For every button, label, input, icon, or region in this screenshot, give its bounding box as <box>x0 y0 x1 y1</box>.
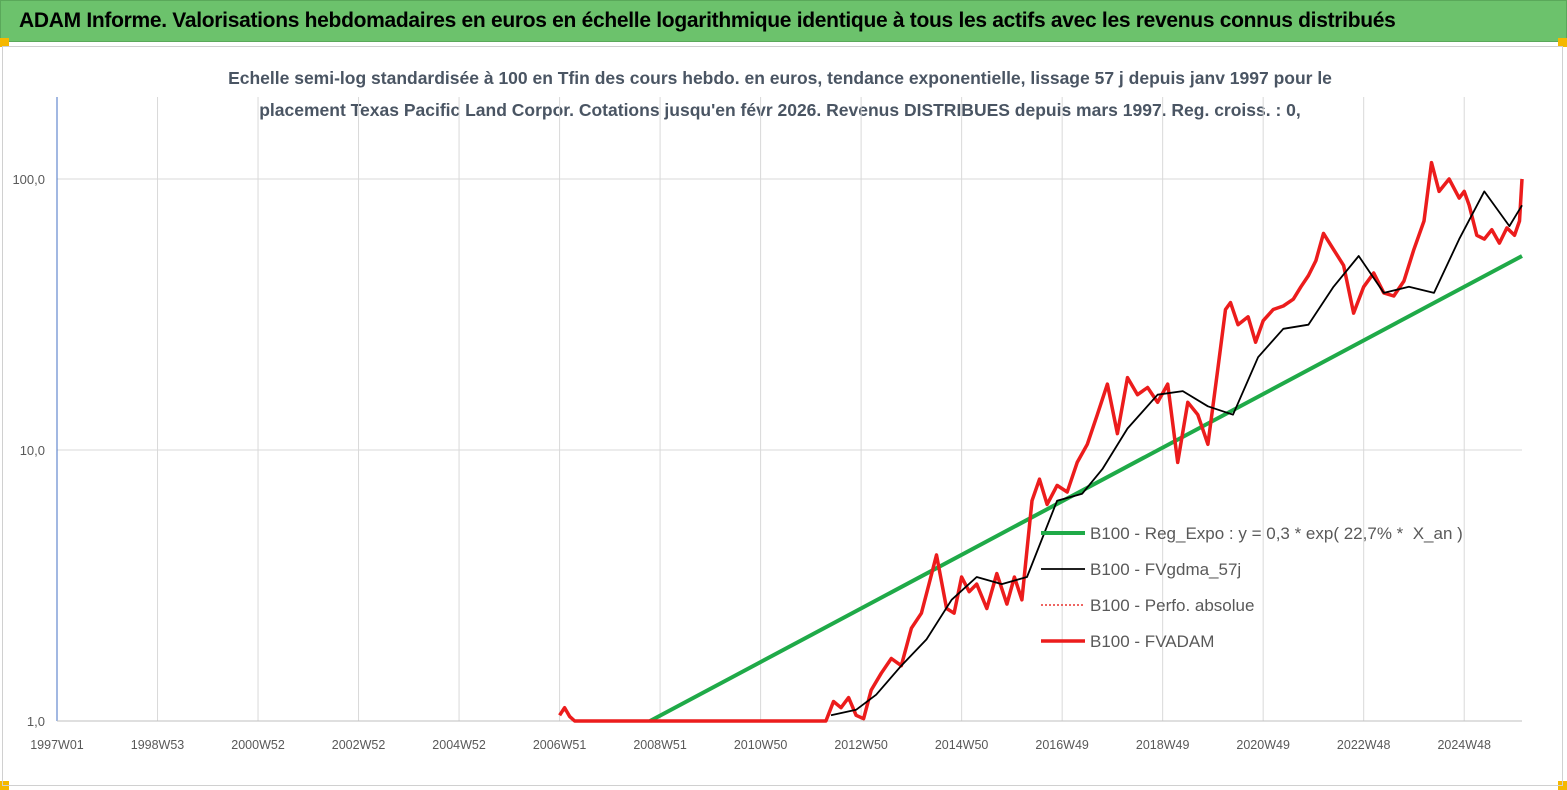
x-tick-label: 1998W53 <box>131 738 185 752</box>
x-tick-label: 2006W51 <box>533 738 587 752</box>
x-tick-label: 2002W52 <box>332 738 386 752</box>
legend-label-2: B100 - Perfo. absolue <box>1090 596 1254 615</box>
report-title: ADAM Informe. Valorisations hebdomadaire… <box>19 9 1396 32</box>
legend-label-3: B100 - FVADAM <box>1090 632 1214 651</box>
legend: B100 - Reg_Expo : y = 0,3 * exp( 22,7% *… <box>1041 524 1463 651</box>
x-tick-label: 2008W51 <box>633 738 687 752</box>
y-tick-label: 100,0 <box>12 172 45 187</box>
x-tick-label: 2020W49 <box>1236 738 1290 752</box>
series-lines <box>558 160 1524 723</box>
x-tick-label: 1997W01 <box>30 738 84 752</box>
gridlines <box>56 97 1522 722</box>
x-tick-label: 2000W52 <box>231 738 285 752</box>
report-title-banner: ADAM Informe. Valorisations hebdomadaire… <box>0 0 1567 42</box>
y-tick-label: 1,0 <box>27 714 45 729</box>
legend-label-1: B100 - FVgdma_57j <box>1090 560 1241 579</box>
x-tick-label: 2024W48 <box>1437 738 1491 752</box>
legend-label-0: B100 - Reg_Expo : y = 0,3 * exp( 22,7% *… <box>1090 524 1463 543</box>
x-tick-label: 2012W50 <box>834 738 888 752</box>
corner-marker-top-left <box>0 38 9 47</box>
axes: 1997W01 1998W53 2000W52 2002W52 2004W52 2006W… <box>12 97 1522 752</box>
chart-frame <box>2 46 1563 786</box>
chart-title-line-1: Echelle semi-log standardisée à 100 en T… <box>228 68 1332 88</box>
x-tick-label: 2018W49 <box>1136 738 1190 752</box>
corner-marker-top-right <box>1558 38 1567 47</box>
y-tick-label: 10,0 <box>20 443 45 458</box>
chart-title-line-2: placement Texas Pacific Land Corpor. Cot… <box>259 100 1301 120</box>
series-line-1 <box>830 190 1523 717</box>
x-tick-label: 2014W50 <box>935 738 989 752</box>
series-line-3 <box>558 160 1524 723</box>
x-tick-label: 2022W48 <box>1337 738 1391 752</box>
x-tick-label: 2010W50 <box>734 738 788 752</box>
x-tick-label: 2016W49 <box>1035 738 1089 752</box>
x-tick-label: 2004W52 <box>432 738 486 752</box>
